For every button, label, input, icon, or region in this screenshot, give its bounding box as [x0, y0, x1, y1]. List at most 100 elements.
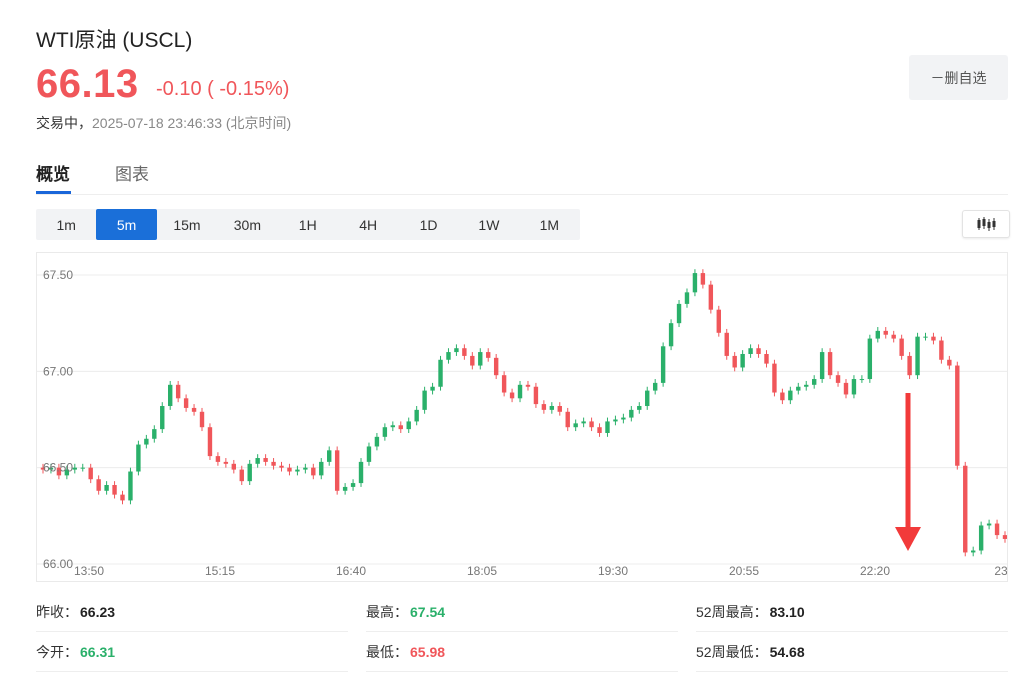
- stat-52w-high: 52周最高： 83.10: [696, 592, 1008, 632]
- candle: [764, 350, 769, 368]
- candle: [827, 348, 833, 380]
- candle: [708, 280, 714, 314]
- candle: [462, 344, 467, 360]
- candle: [931, 332, 936, 345]
- candle: [509, 388, 515, 403]
- tab-bar: 概览 图表: [36, 150, 1008, 195]
- candle: [350, 479, 356, 491]
- candle: [88, 463, 93, 484]
- candle: [279, 461, 284, 472]
- candle: [239, 465, 244, 486]
- candle: [613, 415, 618, 426]
- x-tick-label: 15:15: [205, 564, 235, 578]
- candle: [533, 382, 539, 408]
- candle: [859, 375, 865, 383]
- candle: [994, 519, 1000, 539]
- candle: [573, 419, 578, 432]
- candle: [732, 352, 737, 372]
- candle: [96, 475, 101, 495]
- candle: [565, 407, 570, 432]
- candle: [422, 386, 427, 414]
- price-chart[interactable]: 67.50 67.00 66.50 66.00 13:50 15:15 16:40 18:0…: [36, 252, 1008, 582]
- interval-4h[interactable]: 4H: [359, 216, 378, 233]
- candle: [191, 404, 197, 416]
- remove-watchlist-button[interactable]: －删自选: [909, 55, 1008, 100]
- interval-1w[interactable]: 1W: [478, 216, 500, 233]
- candle: [978, 521, 984, 555]
- x-tick-label: 20:55: [729, 564, 759, 578]
- candle: [430, 382, 435, 395]
- candle: [215, 452, 221, 466]
- candle: [414, 406, 419, 426]
- candle: [637, 402, 642, 414]
- x-tick-label: 18:05: [467, 564, 497, 578]
- last-price: 66.13: [36, 62, 139, 106]
- x-tick-label: 16:40: [336, 564, 366, 578]
- stat-52w-low: 52周最低： 54.68: [696, 632, 1008, 672]
- candle: [319, 458, 324, 480]
- candle: [724, 328, 729, 360]
- candle: [549, 402, 555, 414]
- candlestick-chart: 67.50 67.00 66.50 66.00 13:50 15:15 16:40 18:0…: [37, 268, 1007, 578]
- candle: [700, 269, 706, 289]
- tab-overview[interactable]: 概览: [36, 165, 70, 184]
- candle: [589, 417, 594, 432]
- candle: [501, 371, 507, 397]
- candle: [517, 380, 523, 403]
- down-arrow-annotation: [895, 393, 921, 551]
- candle: [796, 382, 801, 395]
- interval-1m[interactable]: 1m: [56, 216, 76, 233]
- candle: [851, 375, 857, 399]
- tab-chart[interactable]: 图表: [115, 165, 149, 184]
- candle: [740, 350, 745, 372]
- stats-row: 昨收： 66.23 最高： 67.54 52周最高： 83.10: [36, 592, 1008, 632]
- candle: [907, 352, 912, 380]
- x-tick-label: 22:20: [860, 564, 890, 578]
- candle: [183, 394, 189, 412]
- candle: [899, 334, 904, 360]
- candle: [120, 490, 125, 505]
- candle: [605, 417, 610, 437]
- stat-high: 最高： 67.54: [366, 592, 678, 632]
- interval-1h[interactable]: 1H: [298, 216, 317, 233]
- candle: [923, 332, 928, 341]
- candle: [287, 463, 292, 476]
- candle: [390, 421, 396, 432]
- candle: [811, 375, 817, 389]
- candle: [541, 400, 547, 414]
- candle: [80, 463, 85, 472]
- candle: [358, 458, 364, 487]
- candle: [48, 463, 54, 474]
- interval-30m[interactable]: 30m: [233, 216, 261, 233]
- candle: [692, 269, 698, 297]
- interval-1d[interactable]: 1D: [419, 216, 438, 233]
- candle: [207, 423, 213, 460]
- candle: [438, 355, 443, 391]
- candle: [112, 481, 117, 499]
- candle: [446, 348, 451, 364]
- candle: [756, 344, 761, 358]
- candle: [780, 388, 785, 405]
- candle: [247, 459, 252, 486]
- chart-type-button[interactable]: [962, 210, 1010, 238]
- candle: [963, 461, 968, 557]
- candle: [716, 305, 721, 337]
- candle: [875, 327, 880, 343]
- interval-1mo[interactable]: 1M: [539, 216, 560, 233]
- candle: [668, 319, 674, 351]
- candle: [819, 348, 825, 383]
- y-tick-label: 67.00: [43, 364, 73, 378]
- x-tick-label: 19:30: [598, 564, 628, 578]
- candle: [629, 406, 634, 422]
- candle: [676, 300, 682, 328]
- candle: [160, 402, 165, 433]
- candle: [883, 327, 888, 339]
- interval-15m[interactable]: 15m: [173, 216, 201, 233]
- candle: [175, 380, 181, 403]
- candle: [144, 434, 149, 449]
- interval-5m[interactable]: 5m: [96, 209, 157, 240]
- candle: [939, 336, 944, 364]
- candle: [804, 380, 809, 391]
- candle: [525, 380, 531, 391]
- candle: [104, 481, 109, 495]
